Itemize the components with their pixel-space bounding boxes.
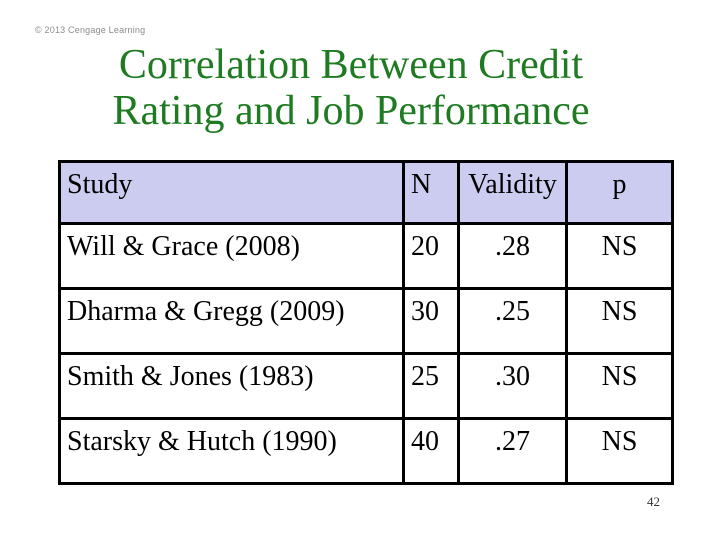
slide-title: Correlation Between Credit Rating and Jo… xyxy=(0,42,702,134)
cell-p: NS xyxy=(565,222,674,290)
cell-validity: .30 xyxy=(457,352,568,420)
table-header-row: Study N Validity p xyxy=(58,160,674,225)
cell-validity: .28 xyxy=(457,222,568,290)
table-row: Smith & Jones (1983) 25 .30 NS xyxy=(58,352,674,420)
column-header-study: Study xyxy=(58,160,405,225)
cell-study: Dharma & Gregg (2009) xyxy=(58,287,405,355)
cell-n: 25 xyxy=(402,352,460,420)
table-row: Dharma & Gregg (2009) 30 .25 NS xyxy=(58,287,674,355)
cell-study: Smith & Jones (1983) xyxy=(58,352,405,420)
cell-p: NS xyxy=(565,417,674,485)
cell-p: NS xyxy=(565,287,674,355)
column-header-validity: Validity xyxy=(457,160,568,225)
cell-n: 40 xyxy=(402,417,460,485)
cell-n: 20 xyxy=(402,222,460,290)
column-header-n: N xyxy=(402,160,460,225)
page-number: 42 xyxy=(647,494,660,509)
cell-validity: .25 xyxy=(457,287,568,355)
column-header-p: p xyxy=(565,160,674,225)
slide-title-line-1: Correlation Between Credit xyxy=(118,42,584,88)
cell-p: NS xyxy=(565,352,674,420)
cell-study: Starsky & Hutch (1990) xyxy=(58,417,405,485)
table-row: Will & Grace (2008) 20 .28 NS xyxy=(58,222,674,290)
table-row: Starsky & Hutch (1990) 40 .27 NS xyxy=(58,417,674,485)
cell-n: 30 xyxy=(402,287,460,355)
copyright-notice: © 2013 Cengage Learning xyxy=(35,25,146,35)
cell-validity: .27 xyxy=(457,417,568,485)
cell-study: Will & Grace (2008) xyxy=(58,222,405,290)
slide-title-line-2: Rating and Job Performance xyxy=(112,88,590,134)
results-table: Study N Validity p Will & Grace (2008) 2… xyxy=(58,160,674,485)
